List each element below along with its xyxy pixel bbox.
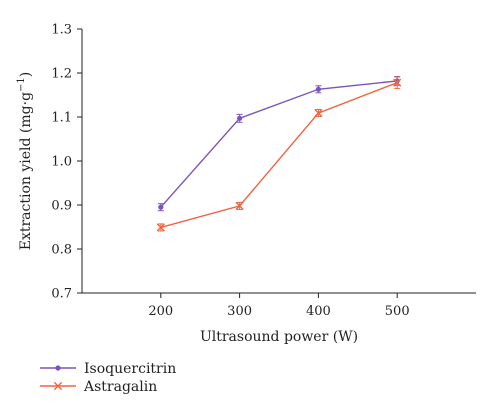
y-tick-label: 0.7 bbox=[51, 287, 72, 302]
y-axis-title-superscript: −1 bbox=[16, 77, 27, 92]
legend-label: Astragalin bbox=[83, 379, 157, 395]
x-tick-label: 300 bbox=[227, 304, 252, 319]
axes bbox=[81, 29, 476, 294]
y-axis-title: Extraction yield (mg·g−1) bbox=[16, 72, 34, 251]
legend-swatch-marker bbox=[55, 365, 61, 371]
y-axis-ticks: 0.7 0.8 0.9 1.0 1.1 1.2 1.3 bbox=[51, 23, 82, 302]
data-point bbox=[235, 201, 244, 210]
x-tick-label: 500 bbox=[385, 304, 410, 319]
x-axis-title: Ultrasound power (W) bbox=[200, 329, 358, 345]
x-tick-label: 400 bbox=[306, 304, 331, 319]
data-point bbox=[315, 86, 321, 92]
y-tick-label: 0.8 bbox=[51, 243, 72, 258]
data-point bbox=[237, 115, 243, 121]
y-axis-title-close: ) bbox=[18, 72, 34, 77]
x-axis-ticks: 200 300 400 500 bbox=[148, 293, 410, 319]
y-tick-label: 1.0 bbox=[51, 155, 72, 170]
legend-item: Astragalin bbox=[40, 379, 157, 395]
series-line bbox=[160, 80, 398, 208]
data-point bbox=[158, 204, 164, 210]
series-isoquercitrin bbox=[157, 76, 401, 212]
data-point bbox=[314, 108, 323, 118]
y-tick-label: 1.2 bbox=[51, 67, 72, 82]
series-layer bbox=[156, 76, 402, 232]
y-tick-label: 1.3 bbox=[51, 23, 72, 38]
y-tick-label: 1.1 bbox=[51, 111, 72, 126]
data-point bbox=[393, 78, 402, 87]
y-tick-label: 0.9 bbox=[51, 199, 72, 214]
legend-item: Isoquercitrin bbox=[40, 361, 176, 377]
y-axis-title-main: Extraction yield (mg·g bbox=[18, 92, 34, 250]
series-astragalin bbox=[156, 76, 402, 232]
legend-swatch-marker bbox=[53, 381, 63, 391]
legend: Isoquercitrin Astragalin bbox=[40, 361, 176, 395]
x-tick-label: 200 bbox=[148, 304, 173, 319]
data-point bbox=[156, 223, 165, 232]
series-line bbox=[160, 82, 398, 229]
legend-label: Isoquercitrin bbox=[84, 361, 176, 377]
